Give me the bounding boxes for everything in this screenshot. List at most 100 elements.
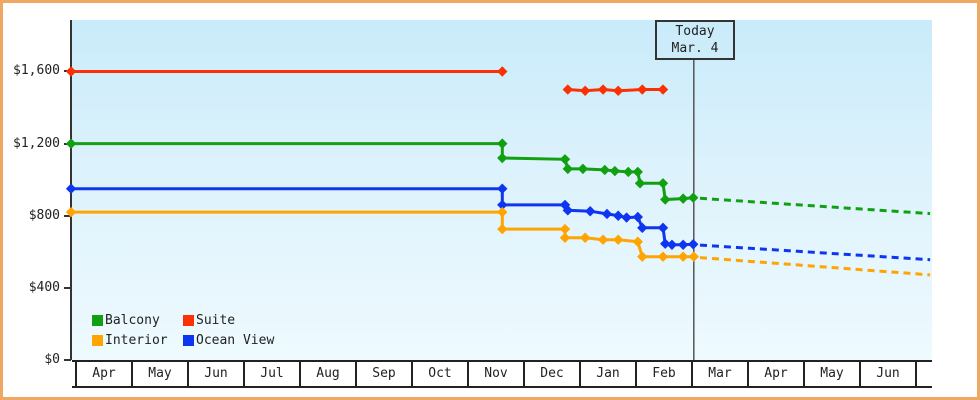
chart-canvas (65, 60, 931, 360)
data-point-marker (613, 85, 624, 96)
legend-swatch-icon (92, 314, 103, 326)
legend-swatch-icon (183, 314, 194, 326)
legend-label: Interior (105, 332, 168, 348)
today-annotation: Today Mar. 4 (655, 20, 735, 60)
data-point-marker (609, 165, 621, 177)
data-point-marker (579, 85, 591, 96)
price-line (71, 142, 694, 202)
legend-item-ocean-view: Ocean View (183, 330, 274, 350)
month-label: May (820, 366, 844, 381)
series-suite (65, 66, 669, 96)
data-point-marker (577, 163, 589, 175)
month-label: Dec (540, 366, 564, 381)
y-tick-label: $1,200 (13, 135, 60, 151)
data-point-marker (688, 192, 699, 203)
data-point-marker (632, 236, 643, 247)
month-separator (131, 362, 133, 386)
data-point-marker (657, 84, 669, 95)
data-point-marker (688, 251, 699, 262)
projection-line (699, 256, 931, 277)
data-point-marker (579, 232, 591, 243)
legend-swatch-icon (183, 334, 194, 346)
month-separator (747, 362, 749, 386)
month-separator (467, 362, 469, 386)
month-label: Jan (596, 366, 620, 381)
data-point-marker (666, 239, 678, 250)
month-separator (411, 362, 413, 386)
projection-line (699, 243, 931, 262)
month-label: Mar (708, 366, 732, 381)
price-line (71, 210, 694, 259)
data-point-marker (613, 234, 624, 245)
data-point-marker (65, 66, 77, 77)
data-point-marker (632, 166, 643, 178)
price-line (71, 187, 694, 247)
data-point-marker (634, 178, 646, 189)
data-point-marker (65, 183, 77, 194)
data-point-marker (585, 206, 596, 217)
y-tick-mark (64, 359, 71, 361)
month-label: Aug (316, 366, 340, 381)
data-point-marker (599, 164, 610, 176)
data-point-marker (623, 166, 634, 178)
series-ocean-view (65, 183, 931, 262)
data-point-marker (637, 84, 648, 95)
y-tick-label: $800 (28, 207, 60, 223)
legend: Balcony Suite Interior Ocean View (92, 310, 274, 350)
legend-item-interior: Interior (92, 330, 183, 350)
legend-item-suite: Suite (183, 310, 274, 330)
y-tick-label: $1,600 (13, 63, 60, 79)
data-point-marker (660, 238, 671, 249)
data-point-marker (65, 138, 77, 149)
data-point-marker (497, 138, 508, 149)
month-label: Apr (92, 366, 116, 381)
month-label: Jul (260, 366, 284, 381)
data-point-marker (497, 183, 508, 194)
y-tick-mark (64, 286, 71, 289)
month-separator (355, 362, 357, 386)
data-point-marker (497, 199, 508, 211)
data-point-marker (597, 234, 609, 245)
month-label: Apr (764, 366, 788, 381)
data-point-marker (562, 84, 573, 95)
today-date: Mar. 4 (671, 41, 719, 56)
series-interior (65, 206, 931, 277)
data-point-marker (601, 208, 613, 220)
legend-swatch-icon (92, 334, 103, 346)
today-label: Today (675, 24, 715, 39)
data-point-marker (637, 222, 648, 234)
data-point-marker (657, 251, 669, 262)
data-point-marker (497, 152, 508, 164)
y-tick-label: $0 (44, 352, 60, 367)
data-point-marker (660, 194, 671, 205)
data-point-marker (559, 154, 571, 165)
data-point-marker (559, 232, 571, 243)
projection-line (699, 196, 931, 216)
data-point-marker (597, 84, 609, 95)
y-tick-mark (64, 214, 71, 217)
legend-label: Suite (196, 312, 236, 328)
month-separator (691, 362, 693, 386)
month-separator (859, 362, 861, 386)
data-point-marker (677, 239, 689, 250)
data-point-marker (637, 251, 648, 262)
legend-item-balcony: Balcony (92, 310, 183, 330)
data-point-marker (632, 211, 643, 223)
month-label: Jun (204, 366, 228, 381)
month-label: Feb (652, 366, 676, 381)
data-point-marker (677, 251, 689, 262)
month-separator (243, 362, 245, 386)
month-axis: Apr May Jun Jul Aug Sep Oct Nov Dec Jan Feb Mar Apr M… (72, 360, 932, 388)
month-label: Nov (484, 366, 508, 381)
month-separator (187, 362, 189, 386)
data-point-marker (688, 239, 699, 250)
data-point-marker (497, 223, 508, 235)
month-label: Jun (876, 366, 900, 381)
month-separator (915, 362, 917, 386)
month-label: Oct (428, 366, 452, 381)
month-separator (635, 362, 637, 386)
legend-label: Ocean View (196, 332, 275, 348)
data-point-marker (559, 223, 571, 235)
month-separator (579, 362, 581, 386)
